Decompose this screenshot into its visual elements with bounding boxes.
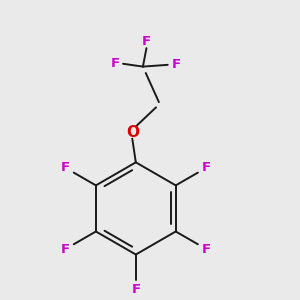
Text: F: F [131, 284, 140, 296]
Text: F: F [111, 57, 120, 70]
Text: F: F [202, 243, 211, 256]
Text: F: F [202, 161, 211, 174]
Text: O: O [126, 125, 139, 140]
Text: F: F [172, 58, 181, 71]
Text: F: F [61, 243, 70, 256]
Text: F: F [61, 161, 70, 174]
Text: F: F [142, 34, 151, 48]
